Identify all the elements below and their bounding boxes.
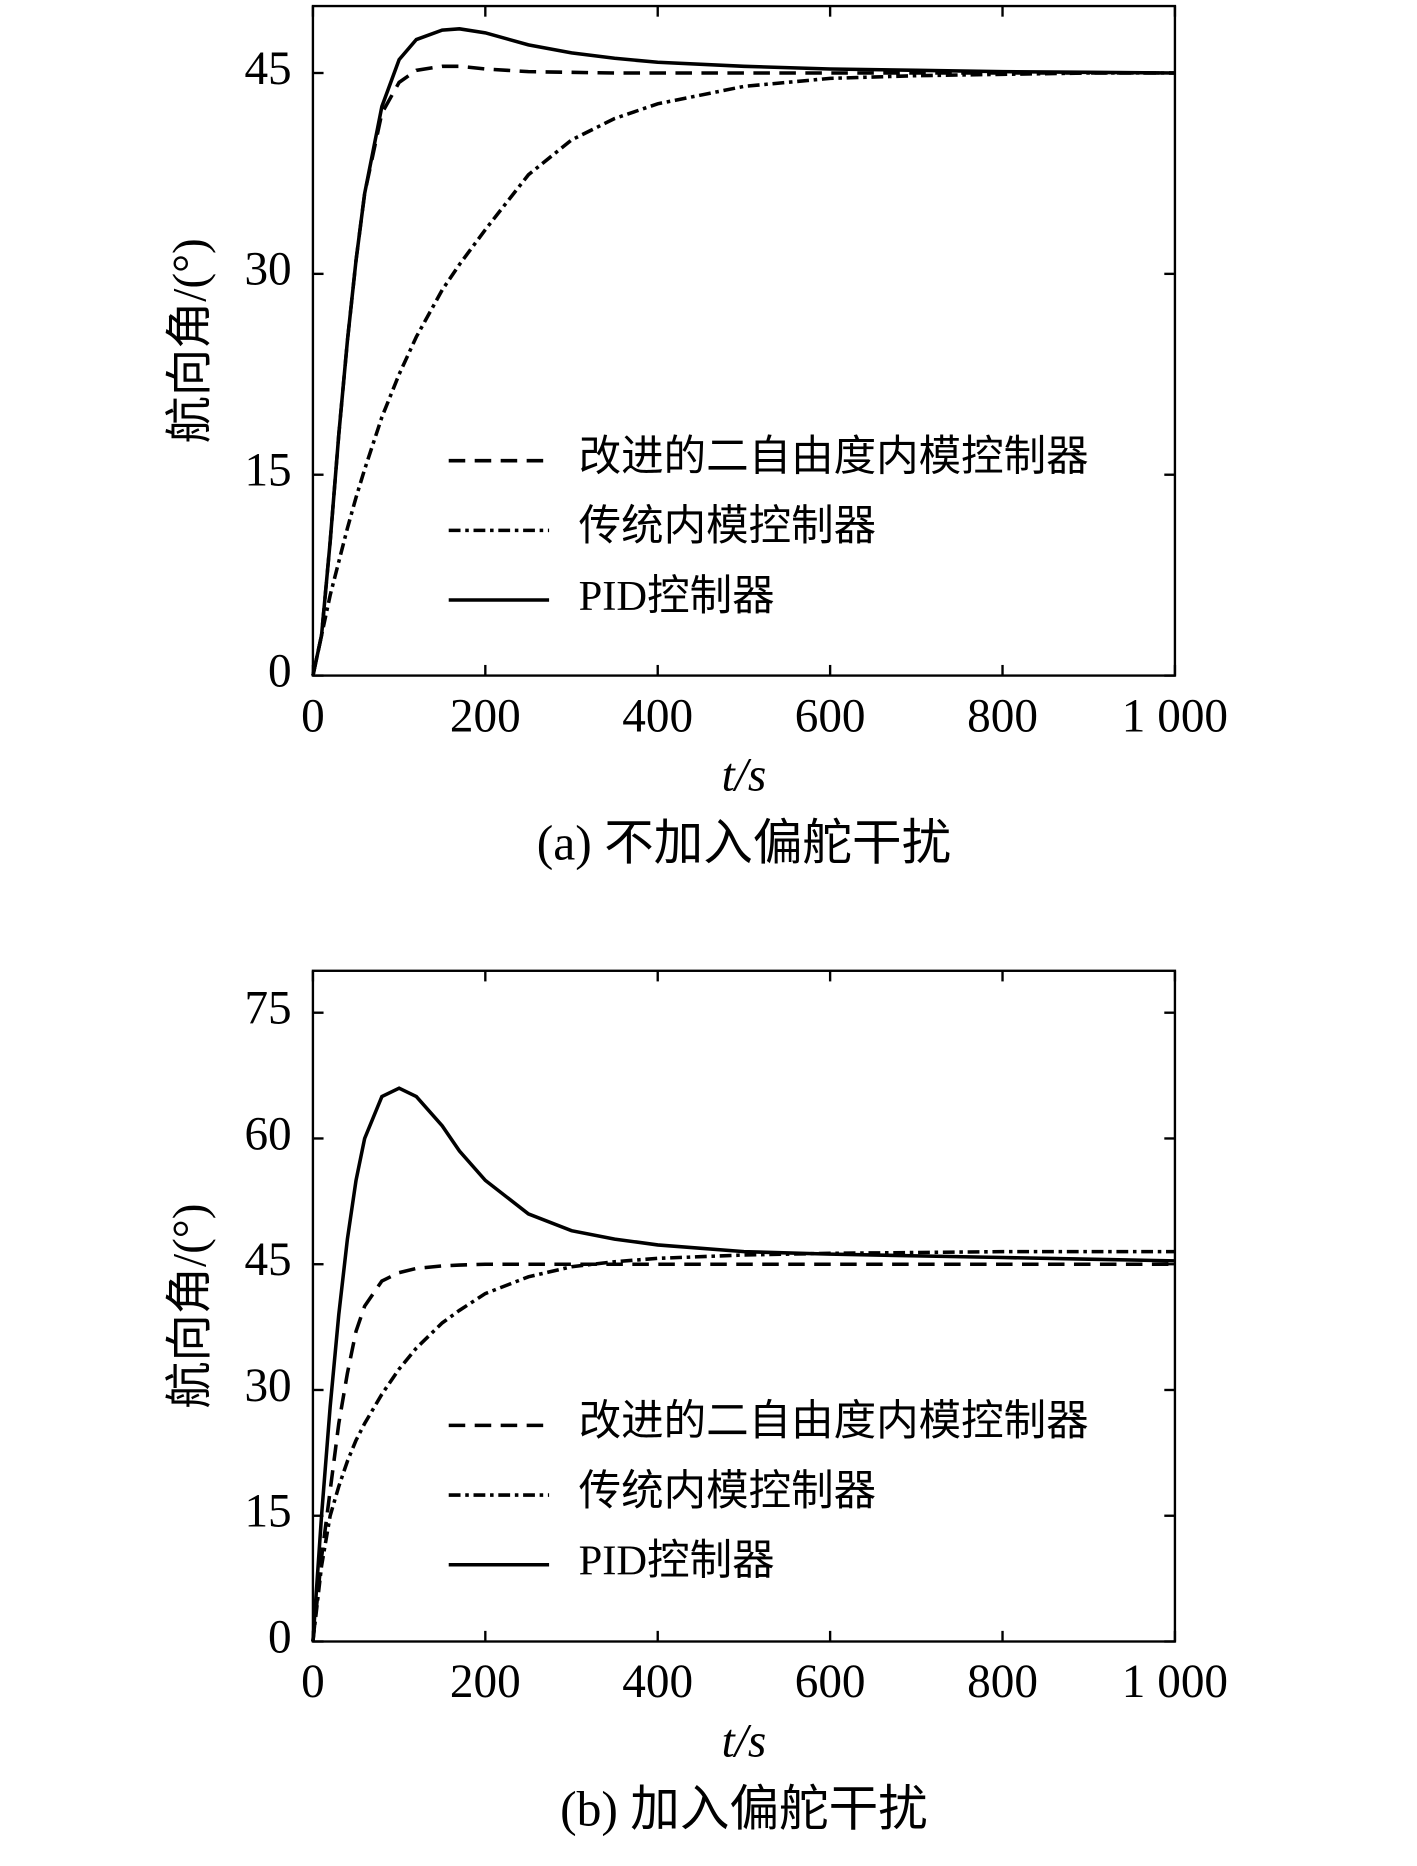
y-tick-label: 45 <box>244 1234 291 1286</box>
y-axis-label: 航向角/(°) <box>164 238 217 443</box>
x-tick-label: 0 <box>301 690 325 742</box>
y-tick-label: 0 <box>268 645 292 697</box>
x-tick-label: 400 <box>622 690 693 742</box>
series-line <box>311 1249 1175 1642</box>
y-tick-label: 75 <box>244 983 291 1035</box>
caption: (b) 加入偏舵干扰 <box>560 1781 928 1836</box>
series-line <box>311 64 1175 676</box>
x-tick-label: 800 <box>967 1656 1038 1708</box>
y-tick-label: 30 <box>244 244 291 296</box>
x-tick-label: 400 <box>622 1656 693 1708</box>
y-tick-label: 15 <box>244 1486 291 1538</box>
x-tick-label: 200 <box>450 690 521 742</box>
legend-label: PID控制器 <box>579 1537 775 1584</box>
series-line <box>311 1262 1175 1642</box>
y-tick-label: 15 <box>244 445 291 497</box>
x-axis-label: t/s <box>722 749 767 801</box>
series-line <box>311 1086 1175 1642</box>
series-line <box>311 71 1175 676</box>
x-tick-label: 200 <box>450 1656 521 1708</box>
x-tick-label: 600 <box>795 1656 866 1708</box>
x-tick-label: 1 000 <box>1122 1656 1228 1708</box>
y-tick-label: 30 <box>244 1360 291 1412</box>
plot-frame <box>311 969 1177 1643</box>
caption: (a) 不加入偏舵干扰 <box>537 815 951 870</box>
x-tick-label: 800 <box>967 690 1038 742</box>
legend-label: PID控制器 <box>579 573 775 620</box>
legend-label: 改进的二自由度内模控制器 <box>579 1398 1089 1445</box>
y-axis-label: 航向角/(°) <box>164 1204 217 1409</box>
legend-label: 改进的二自由度内模控制器 <box>579 433 1089 480</box>
series-line <box>311 27 1175 676</box>
y-tick-label: 45 <box>244 43 291 95</box>
y-tick-label: 0 <box>268 1611 292 1663</box>
x-tick-label: 600 <box>795 690 866 742</box>
legend-label: 传统内模控制器 <box>579 503 877 550</box>
plot-frame <box>311 4 1177 677</box>
x-tick-label: 1 000 <box>1122 690 1228 742</box>
x-tick-label: 0 <box>301 1656 325 1708</box>
legend-label: 传统内模控制器 <box>579 1468 877 1515</box>
x-axis-label: t/s <box>722 1715 767 1767</box>
y-tick-label: 60 <box>244 1108 291 1160</box>
